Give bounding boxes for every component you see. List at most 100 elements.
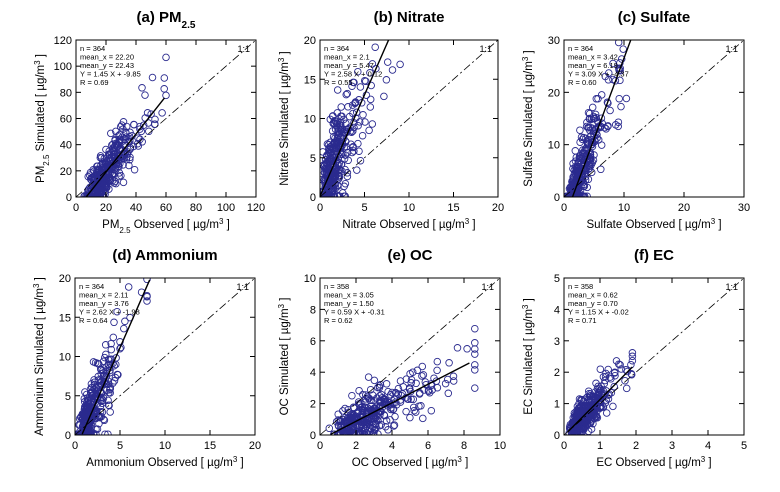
data-point bbox=[390, 421, 399, 429]
data-point bbox=[389, 405, 397, 414]
data-point bbox=[571, 147, 580, 155]
data-point bbox=[412, 379, 420, 388]
data-point bbox=[150, 120, 159, 129]
data-point bbox=[363, 416, 372, 425]
data-point bbox=[407, 395, 415, 403]
data-point bbox=[93, 425, 102, 433]
y-tick-label: 1 bbox=[554, 399, 560, 411]
stats-line: n = 358 bbox=[324, 282, 349, 291]
data-point bbox=[366, 385, 375, 394]
stats-line: n = 364 bbox=[80, 44, 105, 53]
data-point bbox=[622, 94, 631, 103]
data-point bbox=[334, 192, 342, 197]
data-point bbox=[138, 84, 146, 92]
x-tick-label: 5 bbox=[741, 440, 747, 452]
data-point bbox=[93, 359, 102, 368]
data-point bbox=[111, 373, 120, 382]
data-point bbox=[628, 356, 637, 365]
stats-line: R = 0.62 bbox=[324, 316, 353, 325]
data-point bbox=[441, 379, 450, 388]
stats-line: mean_x = 22.20 bbox=[80, 53, 134, 62]
chart-title: (f) EC bbox=[634, 247, 674, 264]
data-point bbox=[627, 360, 635, 369]
data-point bbox=[361, 118, 369, 126]
plot-frame bbox=[563, 39, 745, 198]
data-point bbox=[360, 403, 369, 411]
data-point bbox=[335, 174, 343, 183]
stats-line: Y = 2.58 X + 0.12 bbox=[324, 70, 382, 79]
stats-line: mean_x = 0.62 bbox=[568, 291, 618, 300]
data-points bbox=[320, 43, 404, 197]
data-point bbox=[606, 106, 614, 115]
data-point bbox=[586, 123, 594, 132]
data-point bbox=[115, 163, 123, 171]
data-point bbox=[564, 192, 571, 197]
data-point bbox=[83, 394, 92, 403]
data-point bbox=[110, 377, 119, 385]
data-point bbox=[76, 421, 84, 429]
data-point bbox=[328, 192, 336, 197]
data-point bbox=[579, 182, 588, 191]
data-point bbox=[578, 135, 587, 144]
y-tick-label: 2 bbox=[554, 367, 560, 379]
data-point bbox=[445, 359, 453, 367]
y-tick-label: 0 bbox=[66, 192, 72, 204]
data-point bbox=[590, 414, 599, 422]
data-point bbox=[444, 389, 453, 398]
data-point bbox=[424, 387, 433, 396]
data-point bbox=[119, 178, 128, 187]
data-point bbox=[350, 414, 359, 422]
data-point bbox=[111, 177, 119, 186]
data-point bbox=[591, 410, 599, 419]
data-point bbox=[463, 345, 471, 353]
data-point bbox=[596, 386, 604, 395]
data-point bbox=[601, 72, 610, 81]
data-point bbox=[386, 416, 394, 424]
data-point bbox=[354, 121, 362, 130]
data-point bbox=[641, 26, 648, 33]
data-point bbox=[393, 392, 401, 400]
data-point bbox=[334, 131, 342, 140]
y-tick-label: 5 bbox=[554, 273, 560, 285]
data-point bbox=[391, 412, 399, 421]
x-tick-label: 20 bbox=[249, 440, 261, 452]
data-point bbox=[413, 366, 422, 375]
data-points bbox=[325, 324, 479, 435]
data-point bbox=[342, 90, 350, 99]
data-point bbox=[387, 405, 395, 414]
y-tick-label: 10 bbox=[304, 114, 316, 126]
data-point bbox=[359, 111, 367, 119]
data-point bbox=[341, 179, 350, 188]
data-point bbox=[602, 409, 611, 417]
x-tick-label: 6 bbox=[425, 440, 431, 452]
data-point bbox=[334, 150, 342, 158]
data-point bbox=[410, 406, 418, 415]
x-tick-label: 20 bbox=[492, 202, 504, 214]
data-point bbox=[614, 122, 622, 131]
data-point bbox=[471, 384, 479, 392]
y-axis-label: OC Simulated [ µg/m3 ] bbox=[277, 298, 292, 416]
x-tick-label: 0 bbox=[561, 202, 567, 214]
data-point bbox=[96, 192, 104, 197]
x-axis-label: OC Observed [ µg/m3 ] bbox=[352, 455, 469, 470]
data-point bbox=[78, 429, 86, 435]
y-tick-label: 0 bbox=[310, 192, 316, 204]
data-point bbox=[322, 152, 331, 161]
data-point bbox=[587, 425, 596, 433]
data-point bbox=[101, 430, 109, 435]
y-tick-label: 4 bbox=[310, 367, 316, 379]
data-point bbox=[415, 402, 423, 410]
data-point bbox=[614, 118, 623, 126]
x-tick-label: 4 bbox=[705, 440, 711, 452]
data-point bbox=[380, 92, 388, 101]
data-point bbox=[609, 402, 617, 411]
one-to-one-line bbox=[319, 277, 501, 436]
data-point bbox=[335, 114, 343, 123]
x-tick-label: 80 bbox=[190, 202, 202, 214]
data-point bbox=[590, 392, 599, 401]
data-point bbox=[101, 341, 110, 349]
data-point bbox=[433, 357, 442, 366]
data-point bbox=[409, 395, 418, 404]
